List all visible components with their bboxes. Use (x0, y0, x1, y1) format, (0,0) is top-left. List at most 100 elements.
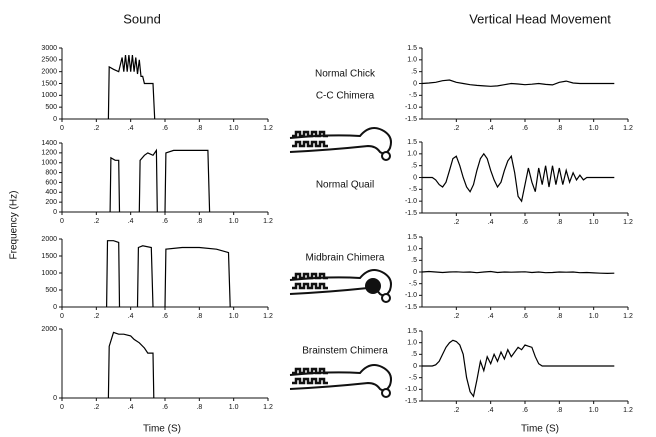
x-tick-label: .2 (453, 313, 459, 320)
y-tick-label: 0 (53, 116, 57, 123)
trace (107, 55, 156, 120)
y-tick-label: 1.5 (407, 328, 417, 335)
x-tick-label: .6 (162, 404, 168, 411)
brain-lesion (365, 278, 381, 294)
brain-drawing (288, 126, 393, 162)
trace (107, 331, 155, 399)
x-tick-label: .4 (488, 219, 494, 226)
x-tick-label: .8 (556, 219, 562, 226)
x-tick-label: .2 (93, 404, 99, 411)
x-tick-label: 1.0 (229, 313, 239, 320)
x-tick-label: 1.2 (623, 125, 633, 132)
x-tick-label: 0 (60, 313, 64, 320)
y-tick-label: 400 (45, 189, 57, 196)
x-tick-label: 1.0 (589, 313, 599, 320)
column-title: Sound (123, 11, 161, 26)
y-tick-label: -.5 (409, 92, 417, 99)
x-tick-label: 0 (60, 404, 64, 411)
x-tick-label: .6 (522, 313, 528, 320)
x-tick-label: .2 (93, 125, 99, 132)
x-tick-label: 1.0 (229, 218, 239, 225)
row-label: Normal Quail (316, 180, 374, 191)
y-tick-label: -1.0 (405, 198, 417, 205)
row-label: Brainstem Chimera (302, 346, 388, 357)
x-tick-label: 1.0 (229, 125, 239, 132)
x-tick-label: .2 (93, 218, 99, 225)
x-tick-label: .8 (196, 404, 202, 411)
y-tick-label: 3000 (41, 45, 57, 52)
x-tick-label: .8 (556, 125, 562, 132)
row-label: Normal Chick (315, 69, 376, 80)
x-tick-label: .4 (488, 407, 494, 414)
x-tick-label: .6 (522, 219, 528, 226)
x-tick-label: 1.2 (263, 313, 273, 320)
x-tick-label: .6 (162, 125, 168, 132)
x-tick-label: .8 (556, 313, 562, 320)
y-tick-label: 1400 (41, 140, 57, 147)
y-tick-label: 2000 (41, 69, 57, 76)
x-tick-label: .6 (522, 407, 528, 414)
x-tick-label: 1.2 (263, 404, 273, 411)
x-tick-label: 1.0 (589, 125, 599, 132)
y-tick-label: -1.5 (405, 210, 417, 217)
y-tick-label: 1000 (41, 160, 57, 167)
trace (422, 339, 615, 398)
x-tick-label: .4 (488, 125, 494, 132)
x-tick-label: .4 (128, 125, 134, 132)
y-tick-label: 0 (413, 80, 417, 87)
y-tick-label: 1.0 (407, 340, 417, 347)
y-tick-label: 200 (45, 199, 57, 206)
y-tick-label: 0 (413, 269, 417, 276)
x-tick-label: 1.2 (623, 219, 633, 226)
row-label: C-C Chimera (316, 91, 375, 102)
x-tick-label: 1.2 (263, 218, 273, 225)
trace (422, 152, 615, 203)
y-tick-label: 1000 (41, 92, 57, 99)
y-tick-label: 1.0 (407, 151, 417, 158)
x-tick-label: 1.2 (623, 313, 633, 320)
x-tick-label: .4 (128, 218, 134, 225)
x-axis-title: Time (S) (521, 424, 559, 435)
x-tick-label: 1.2 (263, 125, 273, 132)
x-tick-label: .4 (128, 313, 134, 320)
x-tick-label: 0 (60, 125, 64, 132)
x-tick-label: .6 (162, 218, 168, 225)
y-tick-label: .5 (411, 351, 417, 358)
y-tick-label: 1.0 (407, 246, 417, 253)
y-tick-label: 0 (413, 174, 417, 181)
y-tick-label: 1000 (41, 270, 57, 277)
y-tick-label: -.5 (409, 281, 417, 288)
y-tick-label: -1.0 (405, 292, 417, 299)
x-tick-label: .2 (453, 219, 459, 226)
x-tick-label: 1.0 (589, 219, 599, 226)
y-tick-label: 1500 (41, 253, 57, 260)
x-tick-label: .6 (162, 313, 168, 320)
x-tick-label: 1.0 (589, 407, 599, 414)
x-tick-label: .4 (128, 404, 134, 411)
y-tick-label: 0 (53, 304, 57, 311)
y-tick-label: 1.5 (407, 234, 417, 241)
y-tick-label: -1.5 (405, 116, 417, 123)
y-tick-label: 800 (45, 169, 57, 176)
y-tick-label: 1200 (41, 150, 57, 157)
y-tick-label: 2500 (41, 57, 57, 64)
y-tick-label: 2000 (41, 236, 57, 243)
x-tick-label: .8 (196, 218, 202, 225)
y-tick-label: 1500 (41, 80, 57, 87)
y-tick-label: -1.5 (405, 304, 417, 311)
y-tick-label: 1.5 (407, 45, 417, 52)
y-tick-label: .5 (411, 69, 417, 76)
y-tick-label: 500 (45, 104, 57, 111)
y-tick-label: 0 (53, 395, 57, 402)
x-tick-label: .2 (453, 407, 459, 414)
x-tick-label: .8 (556, 407, 562, 414)
trace (106, 240, 231, 308)
x-axis-title: Time (S) (143, 424, 181, 435)
brain-drawing (288, 363, 393, 399)
y-tick-label: 0 (413, 363, 417, 370)
y-tick-label: 500 (45, 287, 57, 294)
y-tick-label: 0 (53, 209, 57, 216)
y-tick-label: -1.0 (405, 104, 417, 111)
row-label: Midbrain Chimera (306, 253, 385, 264)
